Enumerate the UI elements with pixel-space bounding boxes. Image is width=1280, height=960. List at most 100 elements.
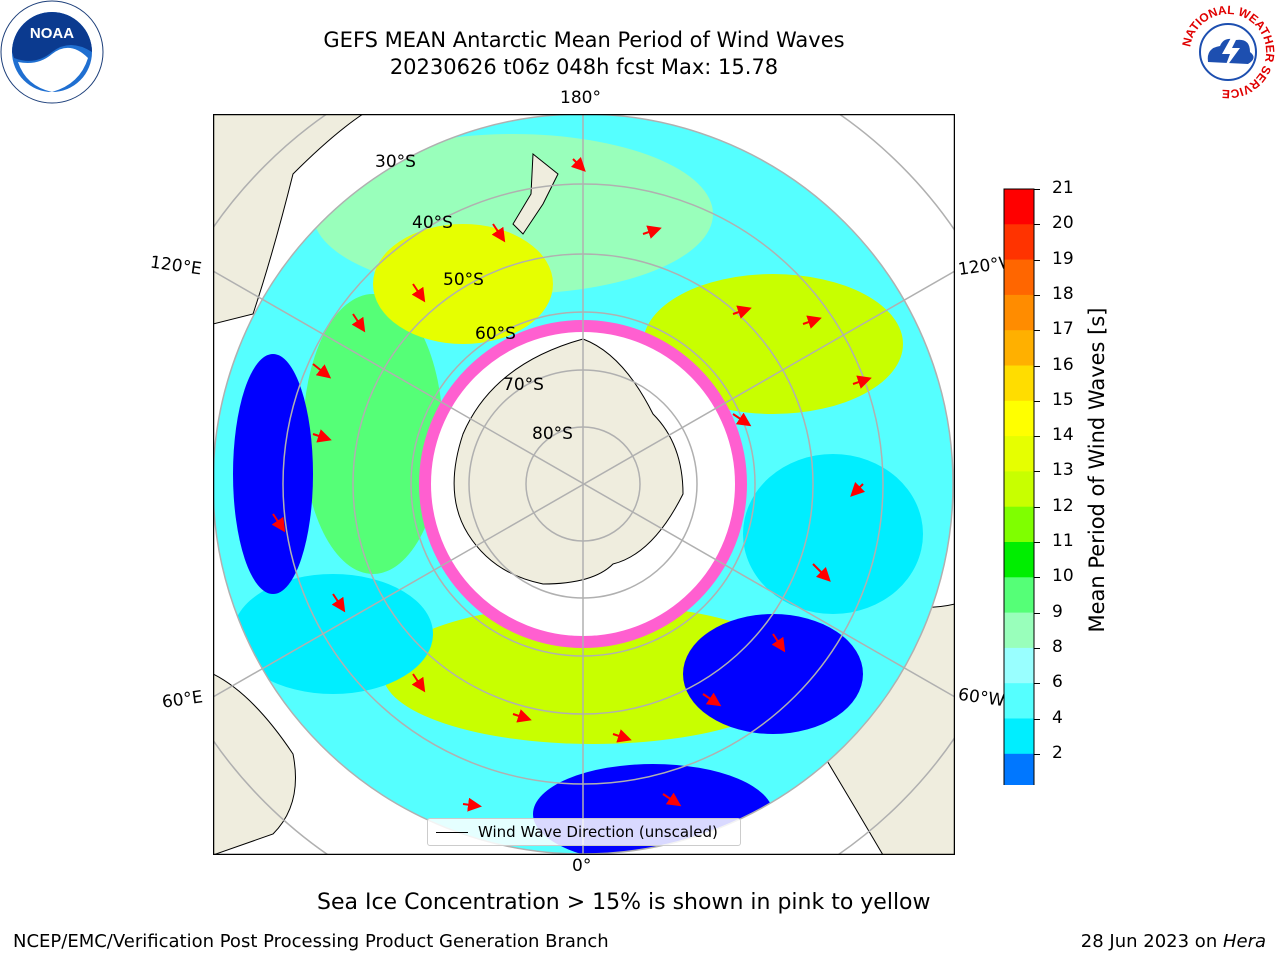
colorbar-tick-mark bbox=[1034, 189, 1040, 190]
colorbar-bin bbox=[1004, 471, 1034, 508]
polar-map bbox=[213, 114, 955, 855]
colorbar-bin bbox=[1004, 259, 1034, 296]
colorbar-tick-label: 11 bbox=[1052, 531, 1074, 551]
noaa-logo: NOAA bbox=[0, 0, 104, 104]
colorbar-tick-mark bbox=[1034, 647, 1040, 649]
colorbar-bin bbox=[1004, 542, 1034, 578]
colorbar-bin bbox=[1004, 294, 1034, 331]
arrow bbox=[771, 633, 786, 653]
arrow bbox=[411, 673, 426, 693]
arrow bbox=[732, 305, 752, 319]
colorbar-tick-label: 19 bbox=[1052, 248, 1074, 269]
footer-credit: NCEP/EMC/Verification Post Processing Pr… bbox=[13, 931, 609, 952]
noaa-logo-text: NOAA bbox=[30, 25, 74, 42]
colorbar-tick-label: 12 bbox=[1052, 495, 1074, 516]
arrow bbox=[411, 283, 426, 303]
lon-label-0: 0° bbox=[572, 856, 592, 876]
wind-wave-direction-arrows bbox=[271, 156, 872, 812]
map-legend: Wind Wave Direction (unscaled) bbox=[427, 818, 741, 846]
arrow bbox=[702, 692, 722, 707]
colorbar-tick-label: 16 bbox=[1052, 354, 1074, 375]
colorbar-bin bbox=[1004, 506, 1034, 543]
colorbar-tick-mark bbox=[1034, 259, 1040, 261]
colorbar-tick-label: 8 bbox=[1052, 636, 1063, 657]
colorbar-bin bbox=[1004, 612, 1034, 649]
arrow bbox=[312, 363, 332, 379]
colorbar-bin bbox=[1004, 189, 1034, 225]
lon-label-180: 180° bbox=[560, 88, 601, 108]
colorbar-tick-mark bbox=[1034, 365, 1040, 367]
colorbar-tick-label: 20 bbox=[1052, 213, 1074, 234]
colorbar-tick-label: 21 bbox=[1052, 178, 1074, 198]
colorbar-bin bbox=[1004, 683, 1034, 719]
legend-entry-label: Wind Wave Direction (unscaled) bbox=[478, 823, 718, 841]
colorbar bbox=[1003, 188, 1035, 785]
lat-label-30s: 30°S bbox=[375, 152, 416, 172]
colorbar-tick-label: 14 bbox=[1052, 425, 1074, 446]
arrow bbox=[812, 563, 831, 582]
colorbar-bin bbox=[1004, 330, 1034, 366]
colorbar-tick-mark bbox=[1034, 577, 1040, 579]
australia-land bbox=[213, 114, 364, 325]
colorbar-tick-mark bbox=[1034, 471, 1040, 473]
footer-date: 28 Jun 2023 on Hera bbox=[1081, 931, 1266, 952]
arrow bbox=[512, 709, 532, 723]
arrow bbox=[331, 593, 346, 613]
colorbar-bin bbox=[1004, 577, 1034, 614]
arrow bbox=[570, 156, 586, 172]
colorbar-bin bbox=[1004, 224, 1034, 261]
colorbar-tick-mark bbox=[1034, 506, 1040, 508]
lon-label-120e: 120°E bbox=[148, 252, 203, 280]
colorbar-tick-mark bbox=[1034, 224, 1040, 226]
lat-label-40s: 40°S bbox=[412, 213, 453, 233]
lon-label-60e: 60°E bbox=[160, 687, 205, 713]
colorbar-tick-mark bbox=[1034, 330, 1040, 332]
colorbar-bin bbox=[1004, 365, 1034, 402]
arrow bbox=[642, 225, 662, 239]
colorbar-tick-label: 13 bbox=[1052, 460, 1074, 481]
colorbar-tick-label: 18 bbox=[1052, 283, 1074, 304]
lat-label-80s: 80°S bbox=[532, 424, 573, 444]
lon-label-60w: 60°W bbox=[956, 684, 1007, 712]
lat-label-60s: 60°S bbox=[475, 324, 516, 344]
arrow bbox=[662, 792, 682, 807]
colorbar-tick-mark bbox=[1034, 612, 1040, 614]
arrow bbox=[802, 315, 822, 329]
footer-host: Hera bbox=[1222, 931, 1266, 952]
africa-land bbox=[213, 673, 296, 855]
legend-line-sample bbox=[436, 831, 468, 833]
arrow bbox=[852, 375, 872, 389]
arrow bbox=[850, 481, 866, 497]
nws-logo: NATIONAL WEATHER SERVICE bbox=[1179, 3, 1277, 101]
colorbar-tick-label: 4 bbox=[1052, 707, 1063, 728]
footer-date-text: 28 Jun 2023 on bbox=[1080, 931, 1223, 952]
colorbar-tick-mark bbox=[1034, 683, 1040, 685]
colorbar-bin bbox=[1004, 647, 1034, 684]
arrow bbox=[312, 429, 332, 443]
arrow bbox=[271, 513, 286, 533]
graticule bbox=[213, 114, 955, 855]
sea-ice-note: Sea Ice Concentration > 15% is shown in … bbox=[317, 890, 931, 915]
colorbar-tick-mark bbox=[1034, 436, 1040, 438]
lat-label-50s: 50°S bbox=[443, 270, 484, 290]
colorbar-bin bbox=[1004, 753, 1034, 785]
chart-subtitle-run-info: 20230626 t06z 048h fcst Max: 15.78 bbox=[389, 55, 779, 79]
colorbar-bin bbox=[1004, 436, 1034, 472]
arrow bbox=[462, 797, 482, 812]
arrow bbox=[491, 223, 506, 243]
new-zealand-land bbox=[512, 152, 559, 235]
colorbar-tick-mark bbox=[1034, 753, 1040, 755]
colorbar-tick-label: 9 bbox=[1052, 601, 1063, 622]
colorbar-tick-label: 15 bbox=[1052, 389, 1074, 410]
colorbar-tick-label: 17 bbox=[1052, 319, 1074, 340]
colorbar-bin bbox=[1004, 400, 1034, 437]
lat-label-70s: 70°S bbox=[503, 375, 544, 395]
colorbar-tick-label: 10 bbox=[1052, 566, 1074, 587]
colorbar-tick-mark bbox=[1034, 542, 1040, 543]
colorbar-tick-mark bbox=[1034, 718, 1040, 720]
arrow bbox=[612, 729, 632, 743]
arrow bbox=[351, 313, 366, 333]
colorbar-tick-label: 6 bbox=[1052, 672, 1063, 693]
colorbar-tick-label: 2 bbox=[1052, 742, 1063, 763]
chart-title: GEFS MEAN Antarctic Mean Period of Wind … bbox=[323, 28, 845, 52]
